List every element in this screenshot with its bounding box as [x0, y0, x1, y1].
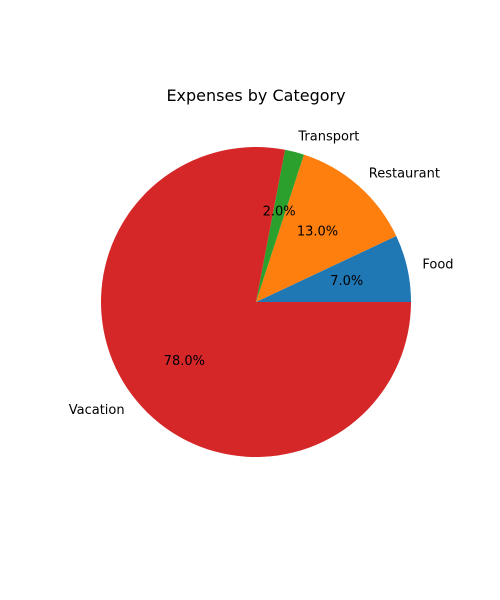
category-labels: Food Restaurant Transport Vacation	[69, 129, 454, 418]
pie-slice-transport	[256, 149, 304, 302]
category-label-transport: Transport	[297, 129, 359, 144]
percent-label-restaurant: 13.0%	[297, 225, 338, 240]
percent-labels: 7.0% 13.0%2.0% 78.0%	[164, 204, 364, 368]
category-label-restaurant: Restaurant	[369, 167, 440, 182]
pie-slice-vacation	[100, 147, 412, 458]
pie-slices	[100, 147, 412, 458]
pie-slice-restaurant	[256, 154, 397, 302]
category-label-food: Food	[422, 257, 453, 272]
percent-label-food: 7.0%	[330, 274, 363, 289]
category-label-vacation: Vacation	[69, 403, 125, 418]
pie-slice-food	[256, 236, 411, 302]
percent-label-vacation: 78.0%	[164, 354, 205, 369]
percent-label-transport: 2.0%	[263, 204, 296, 219]
chart-title: Expenses by Category	[166, 86, 345, 105]
